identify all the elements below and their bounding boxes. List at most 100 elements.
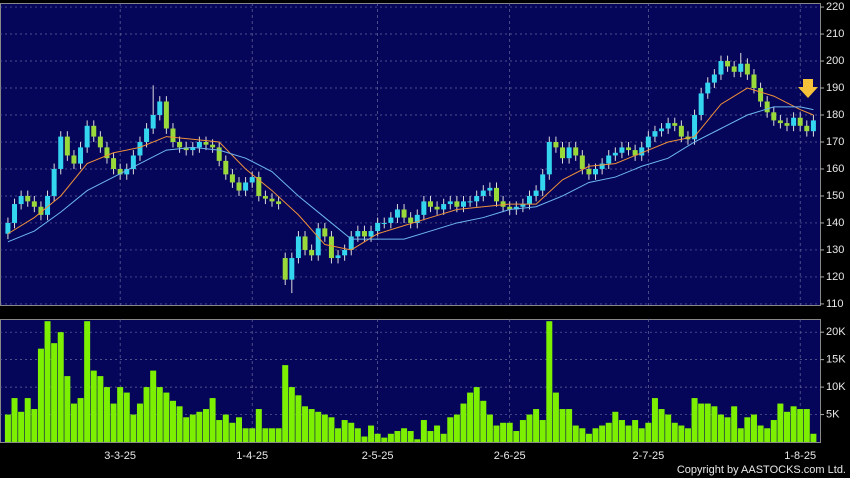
candle-body <box>256 177 262 196</box>
volume-bar <box>731 406 738 442</box>
candle-body <box>540 174 546 191</box>
y-tick-label: 120 <box>826 271 844 283</box>
volume-bar <box>434 425 441 442</box>
volume-bar <box>222 414 229 442</box>
candle-body <box>45 195 51 215</box>
volume-bar <box>803 409 810 442</box>
candle-body <box>91 125 97 137</box>
candle-body <box>203 141 209 145</box>
volume-bar <box>645 422 652 442</box>
candle-body <box>612 152 618 156</box>
candle-body <box>328 236 334 259</box>
volume-bar <box>612 411 619 442</box>
volume-bar <box>539 420 546 442</box>
volume-bar <box>368 425 375 442</box>
candle-body <box>665 123 671 129</box>
candle-body <box>302 236 308 250</box>
volume-bar <box>374 433 381 442</box>
volume-bar <box>169 400 176 442</box>
candle-body <box>229 174 235 183</box>
moving-average-line <box>7 106 814 243</box>
candle-body <box>177 141 183 148</box>
volume-bar <box>4 414 11 442</box>
candle-body <box>797 117 803 126</box>
candle-body <box>276 201 282 205</box>
volume-bar <box>84 321 91 442</box>
candle-body <box>447 201 453 205</box>
candle-body <box>804 125 810 132</box>
signal-arrow <box>798 79 818 98</box>
y-tick-label: 15K <box>826 354 846 366</box>
volume-bar <box>500 422 507 442</box>
candle-body <box>210 144 216 148</box>
candle-body <box>434 206 440 210</box>
candle-body <box>157 101 163 116</box>
volume-bar <box>625 425 632 442</box>
volume-bar <box>150 370 157 442</box>
volume-bar <box>737 428 744 442</box>
candle-body <box>401 209 407 218</box>
volume-bar <box>427 431 434 442</box>
volume-bar <box>658 409 665 442</box>
x-tick-label: 2-5-25 <box>362 450 394 462</box>
volume-bar <box>262 428 269 442</box>
price-panel <box>0 3 821 306</box>
volume-bar <box>552 392 559 442</box>
volume-bar <box>671 422 678 442</box>
volume-bar <box>486 414 493 442</box>
candle-body <box>84 125 90 148</box>
candle-body <box>144 128 150 142</box>
candle-body <box>493 187 499 202</box>
volume-bar <box>480 400 487 442</box>
x-tick-label: 3-3-25 <box>104 450 136 462</box>
candle-body <box>441 204 447 210</box>
volume-bar <box>321 414 328 442</box>
volume-bar <box>387 433 394 442</box>
x-tick-label: 2-7-25 <box>632 450 664 462</box>
volume-bar <box>64 376 71 442</box>
volume-bar <box>37 348 44 442</box>
volume-bar <box>764 428 771 442</box>
candle-body <box>513 206 519 210</box>
volume-bar <box>704 403 711 442</box>
volume-bar <box>460 403 467 442</box>
volume-bar <box>202 409 209 442</box>
candle-body <box>705 82 711 94</box>
candle-body <box>25 195 31 202</box>
candle-body <box>355 231 361 237</box>
volume-bar <box>533 409 540 442</box>
candle-body <box>104 147 110 159</box>
candle-body <box>5 222 11 234</box>
volume-bar <box>90 370 97 442</box>
candle-body <box>124 168 130 175</box>
candle-body <box>764 101 770 113</box>
candle-body <box>725 61 731 67</box>
candle-body <box>315 228 321 256</box>
candle-body <box>520 204 526 207</box>
volume-bar <box>308 409 315 442</box>
y-tick-label: 140 <box>826 217 844 229</box>
candle-body <box>309 249 315 256</box>
volume-bar <box>189 414 196 442</box>
volume-bar <box>143 387 150 442</box>
candle-body <box>467 201 473 203</box>
candle-body <box>388 217 394 223</box>
candle-body <box>216 147 222 161</box>
volume-bar <box>592 428 599 442</box>
volume-bar <box>275 428 282 442</box>
candle-body <box>427 201 433 207</box>
candle-body <box>777 120 783 124</box>
volume-bar <box>684 428 691 442</box>
candle-body <box>507 206 513 210</box>
volume-bar <box>18 411 25 442</box>
volume-bar <box>110 403 117 442</box>
volume-bar <box>506 422 513 442</box>
volume-bar <box>136 403 143 442</box>
candle-body <box>381 222 387 224</box>
copyright: Copyright by AASTOCKS.com Ltd. <box>677 464 846 476</box>
candle-body <box>692 115 698 140</box>
volume-bar <box>797 409 804 442</box>
x-tick-label: 1-8-25 <box>784 450 816 462</box>
volume-bar <box>599 425 606 442</box>
